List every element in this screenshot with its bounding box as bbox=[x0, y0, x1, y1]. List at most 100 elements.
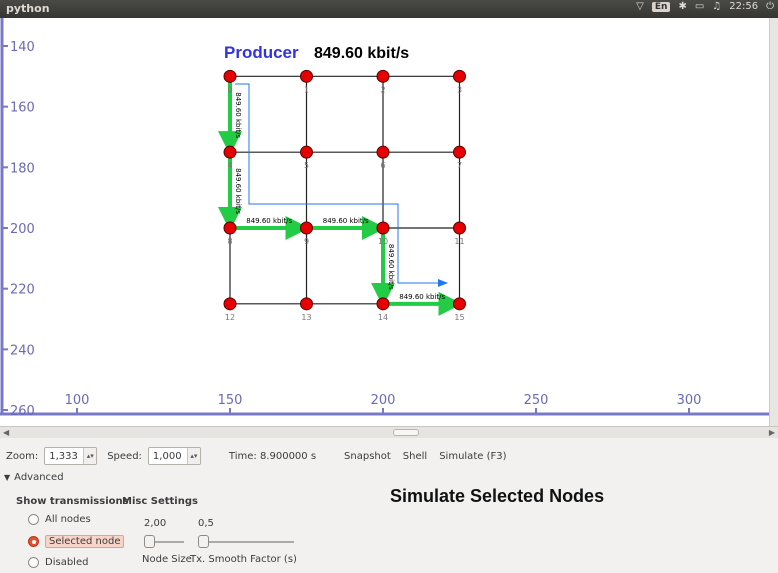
flow-rate-label: 849.60 kbit/s bbox=[323, 217, 369, 225]
y-tick-label: 240 bbox=[10, 343, 35, 358]
radio-all-nodes[interactable]: All nodes bbox=[28, 514, 91, 525]
radio-selected-node-label[interactable]: Selected node bbox=[45, 535, 125, 548]
flow-rate-label: 849.60 kbit/s bbox=[234, 92, 242, 138]
scroll-right-icon[interactable]: ▶ bbox=[768, 428, 775, 437]
show-transmissions-header: Show transmissions bbox=[16, 496, 129, 507]
radio-disabled[interactable]: Disabled bbox=[28, 557, 88, 568]
radio-circle-icon[interactable] bbox=[28, 557, 39, 568]
network-node[interactable] bbox=[376, 297, 390, 311]
network-node[interactable] bbox=[300, 69, 313, 83]
network-node[interactable] bbox=[223, 69, 237, 83]
slider-track bbox=[198, 541, 294, 543]
node-id-label: 11 bbox=[454, 237, 464, 246]
network-node[interactable] bbox=[300, 221, 313, 235]
radio-all-nodes-label[interactable]: All nodes bbox=[45, 514, 91, 525]
misc-settings-header: Misc Settings bbox=[122, 496, 198, 507]
speed-value[interactable]: 1,000 bbox=[152, 450, 182, 462]
flow-rate-label: 849.60 kbit/s bbox=[399, 293, 445, 301]
snapshot-button[interactable]: Snapshot bbox=[344, 450, 391, 462]
zoom-stepper-icon[interactable]: ▴▾ bbox=[83, 448, 97, 464]
bluetooth-icon[interactable]: ✱ bbox=[678, 1, 687, 12]
node-id-label: 13 bbox=[301, 313, 311, 322]
network-node[interactable] bbox=[453, 221, 466, 235]
speed-spinner[interactable]: 1,000 ▴▾ bbox=[147, 447, 201, 465]
smooth-factor-value: 0,5 bbox=[198, 518, 214, 529]
slider-knob[interactable] bbox=[198, 535, 209, 548]
node-size-slider[interactable] bbox=[144, 535, 184, 549]
network-node[interactable] bbox=[300, 145, 313, 159]
scroll-left-icon[interactable]: ◀ bbox=[3, 428, 10, 437]
vertical-scrollbar[interactable] bbox=[769, 18, 778, 426]
y-tick-label: 260 bbox=[10, 404, 35, 419]
node-id-label: 10 bbox=[378, 237, 388, 246]
radio-circle-icon[interactable] bbox=[28, 536, 39, 547]
slider-knob[interactable] bbox=[144, 535, 155, 548]
network-node[interactable] bbox=[300, 297, 313, 311]
wifi-icon[interactable]: ▽ bbox=[636, 1, 644, 12]
radio-selected-node[interactable]: Selected node bbox=[28, 535, 125, 548]
advanced-label[interactable]: Advanced bbox=[14, 472, 64, 483]
slider-track bbox=[144, 541, 184, 543]
network-node[interactable] bbox=[453, 145, 466, 159]
keyboard-indicator[interactable]: En bbox=[651, 1, 671, 12]
speed-label: Speed: bbox=[107, 450, 142, 462]
node-id-label: 1 bbox=[304, 85, 309, 94]
scroll-thumb[interactable] bbox=[393, 429, 419, 436]
network-node[interactable] bbox=[223, 145, 237, 159]
zoom-label: Zoom: bbox=[6, 450, 39, 462]
node-size-value: 2,00 bbox=[144, 518, 167, 529]
network-node[interactable] bbox=[223, 221, 237, 235]
volume-icon[interactable]: ♫ bbox=[712, 1, 722, 12]
node-size-label: Node Size bbox=[142, 554, 192, 565]
node-id-label: 12 bbox=[225, 313, 235, 322]
shell-button[interactable]: Shell bbox=[402, 450, 428, 462]
x-tick-label: 200 bbox=[371, 393, 396, 408]
time-display: Time: 8.900000 s bbox=[228, 450, 317, 462]
flow-rate-label: 849.60 kbit/s bbox=[387, 244, 395, 290]
simulate-button[interactable]: Simulate (F3) bbox=[439, 450, 507, 462]
flow-rate-label: 849.60 kbit/s bbox=[234, 168, 242, 214]
node-id-label: 5 bbox=[304, 161, 309, 170]
network-node[interactable] bbox=[376, 221, 390, 235]
simulate-selected-title: Simulate Selected Nodes bbox=[390, 486, 605, 506]
node-id-label: 7 bbox=[457, 161, 462, 170]
zoom-spinner[interactable]: 1,333 ▴▾ bbox=[44, 447, 98, 465]
x-tick-label: 300 bbox=[677, 393, 702, 408]
radio-circle-icon[interactable] bbox=[28, 514, 39, 525]
network-node[interactable] bbox=[376, 69, 390, 83]
network-node[interactable] bbox=[376, 145, 390, 159]
clock[interactable]: 22:56 bbox=[729, 1, 759, 12]
radio-disabled-label[interactable]: Disabled bbox=[45, 557, 89, 568]
top-panel: python ▽ En ✱ ▭ ♫ 22:56 ⏻ bbox=[0, 0, 778, 18]
network-node[interactable] bbox=[453, 297, 466, 311]
x-tick-label: 150 bbox=[218, 393, 243, 408]
node-id-label: 9 bbox=[304, 237, 309, 246]
y-tick-label: 160 bbox=[10, 101, 35, 116]
network-canvas[interactable]: 140 160 180 200 220 240 260 100 150 200 250 300 84… bbox=[0, 18, 769, 426]
y-tick-label: 200 bbox=[10, 222, 35, 237]
node-id-label: 4 bbox=[227, 161, 232, 170]
speed-stepper-icon[interactable]: ▴▾ bbox=[186, 448, 200, 464]
node-id-label: 3 bbox=[457, 85, 462, 94]
node-id-label: 6 bbox=[380, 161, 385, 170]
horizontal-scrollbar[interactable]: ◀ ▶ bbox=[0, 426, 778, 438]
zoom-value[interactable]: 1,333 bbox=[49, 450, 78, 462]
x-tick-label: 100 bbox=[65, 393, 90, 408]
network-node[interactable] bbox=[223, 297, 237, 311]
node-id-label: 0 bbox=[227, 85, 232, 94]
network-node[interactable] bbox=[453, 69, 466, 83]
x-tick-label: 250 bbox=[524, 393, 549, 408]
control-panel: Zoom: 1,333 ▴▾ Speed: 1,000 ▴▾ Time: 8.9… bbox=[0, 438, 778, 573]
toolbar-row: Zoom: 1,333 ▴▾ Speed: 1,000 ▴▾ Time: 8.9… bbox=[6, 446, 506, 466]
node-id-label: 2 bbox=[380, 85, 385, 94]
expander-triangle-icon[interactable]: ▼ bbox=[4, 473, 11, 482]
system-tray: ▽ En ✱ ▭ ♫ 22:56 ⏻ bbox=[636, 1, 774, 12]
route-line bbox=[235, 83, 448, 287]
producer-rate: 849.60 kbit/s bbox=[314, 45, 409, 62]
smooth-factor-slider[interactable] bbox=[198, 535, 294, 549]
advanced-expander[interactable]: ▼ Advanced bbox=[4, 472, 64, 483]
y-tick-label: 180 bbox=[10, 161, 35, 176]
battery-icon[interactable]: ▭ bbox=[694, 1, 705, 12]
power-icon[interactable]: ⏻ bbox=[766, 1, 774, 12]
